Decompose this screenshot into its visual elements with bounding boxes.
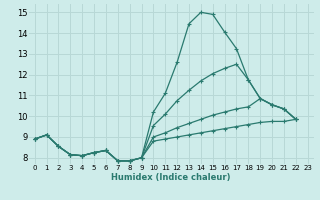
X-axis label: Humidex (Indice chaleur): Humidex (Indice chaleur) [111,173,231,182]
